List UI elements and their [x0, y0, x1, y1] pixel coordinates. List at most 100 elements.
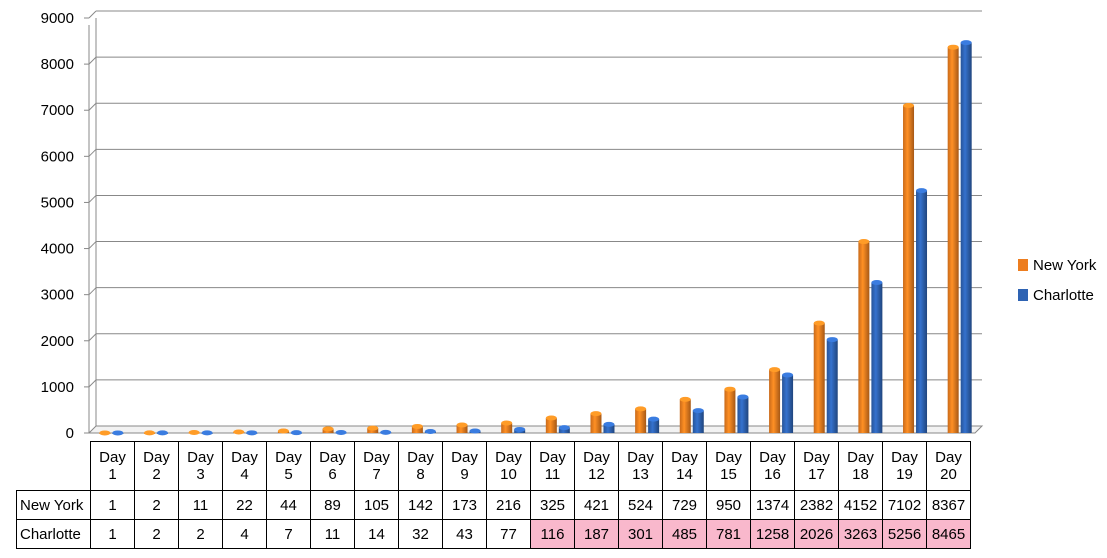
- bar-top: [648, 416, 660, 422]
- bar-top: [782, 372, 794, 378]
- category-label: Day 10: [486, 441, 531, 491]
- data-cell-charlotte: 187: [574, 519, 619, 549]
- data-cell-charlotte: 4: [222, 519, 267, 549]
- data-cell-new-york: 7102: [882, 490, 927, 520]
- bar-top: [469, 428, 481, 434]
- data-cell-new-york: 216: [486, 490, 531, 520]
- data-cell-charlotte: 32: [398, 519, 443, 549]
- bar-new-york: [501, 423, 513, 433]
- bar-charlotte: [871, 282, 883, 433]
- bar-top: [692, 408, 704, 414]
- y-tick-label: 3000: [41, 287, 74, 304]
- bar-top: [99, 430, 111, 436]
- data-cell-charlotte: 1258: [750, 519, 795, 549]
- y-tick-label: 7000: [41, 102, 74, 119]
- y-axis: 0 1000 2000 3000 4000 5000 6000 7000 8000 9000: [41, 10, 89, 442]
- bar-new-york: [590, 413, 602, 433]
- bar-new-york: [545, 418, 557, 433]
- data-cell-new-york: 950: [706, 490, 751, 520]
- bar-top: [635, 406, 647, 412]
- category-label: Day 13: [618, 441, 663, 491]
- bar-top: [277, 428, 289, 434]
- category-label: Day 2: [134, 441, 179, 491]
- bar-top: [290, 430, 302, 436]
- data-cell-charlotte: 2: [134, 519, 179, 549]
- bar-top: [813, 320, 825, 326]
- bar-top: [858, 239, 870, 245]
- y-tick-label: 2000: [41, 333, 74, 350]
- data-cell-charlotte: 43: [442, 519, 487, 549]
- data-cell-new-york: 173: [442, 490, 487, 520]
- bars: [99, 40, 972, 436]
- category-label: Day 20: [926, 441, 971, 491]
- bar-top: [156, 430, 168, 436]
- category-label: Day 9: [442, 441, 487, 491]
- bar-top: [233, 429, 245, 435]
- bar-new-york: [769, 369, 781, 433]
- data-cell-new-york: 524: [618, 490, 663, 520]
- bar-top: [603, 421, 615, 427]
- y-tick-label: 5000: [41, 194, 74, 211]
- data-cell-charlotte: 1: [90, 519, 135, 549]
- category-label: Day 19: [882, 441, 927, 491]
- bar-new-york: [456, 425, 468, 433]
- bar-new-york: [411, 426, 423, 433]
- category-label: Day 18: [838, 441, 883, 491]
- bar-top: [903, 103, 915, 109]
- legend: New York Charlotte: [1018, 250, 1096, 310]
- data-cell-new-york: 421: [574, 490, 619, 520]
- bar-charlotte: [826, 339, 838, 433]
- y-tick-label: 4000: [41, 241, 74, 258]
- data-cell-charlotte: 3263: [838, 519, 883, 549]
- category-label: Day 14: [662, 441, 707, 491]
- data-table-row-label: Charlotte: [16, 519, 91, 549]
- bar-top: [411, 423, 423, 429]
- bar-new-york: [903, 105, 915, 433]
- bar-charlotte: [648, 419, 660, 433]
- bar-top: [456, 422, 468, 428]
- legend-swatch-new-york: [1018, 259, 1028, 271]
- bar-top: [201, 430, 213, 436]
- bar-top: [143, 430, 155, 436]
- data-cell-charlotte: 77: [486, 519, 531, 549]
- gridline-diagonal: [88, 287, 97, 296]
- category-label: Day 5: [266, 441, 311, 491]
- data-cell-new-york: 89: [310, 490, 355, 520]
- y-tick-label: 0: [66, 425, 74, 442]
- category-label: Day 17: [794, 441, 839, 491]
- data-cell-new-york: 2382: [794, 490, 839, 520]
- legend-item-new-york: New York: [1018, 250, 1096, 280]
- bar-top: [322, 426, 334, 432]
- bar-charlotte: [916, 190, 928, 433]
- data-cell-charlotte: 5256: [882, 519, 927, 549]
- data-cell-new-york: 22: [222, 490, 267, 520]
- bar-top: [947, 44, 959, 50]
- category-label: Day 1: [90, 441, 135, 491]
- data-cell-charlotte: 2: [178, 519, 223, 549]
- data-cell-new-york: 44: [266, 490, 311, 520]
- bar-new-york: [947, 47, 959, 434]
- category-label: Day 11: [530, 441, 575, 491]
- data-cell-new-york: 729: [662, 490, 707, 520]
- data-table-row-label: New York: [16, 490, 91, 520]
- data-cell-charlotte: 781: [706, 519, 751, 549]
- bar-top: [590, 411, 602, 417]
- data-table-header-row: Day 1 Day 2 Day 3 Day 4 Day 5 Day 6 Day 7 Day 8 Day 9 Day 1…: [17, 441, 971, 491]
- bar-new-york: [724, 389, 736, 433]
- bar-new-york: [858, 241, 870, 433]
- gridline-diagonal: [88, 379, 97, 388]
- data-cell-charlotte: 2026: [794, 519, 839, 549]
- legend-swatch-charlotte: [1018, 289, 1028, 301]
- data-cell-charlotte: 7: [266, 519, 311, 549]
- bar-top: [501, 420, 513, 426]
- bar-top: [916, 188, 928, 194]
- bar-top: [679, 396, 691, 402]
- data-table: Day 1 Day 2 Day 3 Day 4 Day 5 Day 6 Day 7 Day 8 Day 9 Day 1…: [16, 441, 971, 549]
- data-cell-charlotte: 14: [354, 519, 399, 549]
- category-label: Day 15: [706, 441, 751, 491]
- bar-top: [514, 426, 526, 432]
- bar-top: [769, 367, 781, 373]
- bar-top: [826, 337, 838, 343]
- floor: [87, 425, 984, 434]
